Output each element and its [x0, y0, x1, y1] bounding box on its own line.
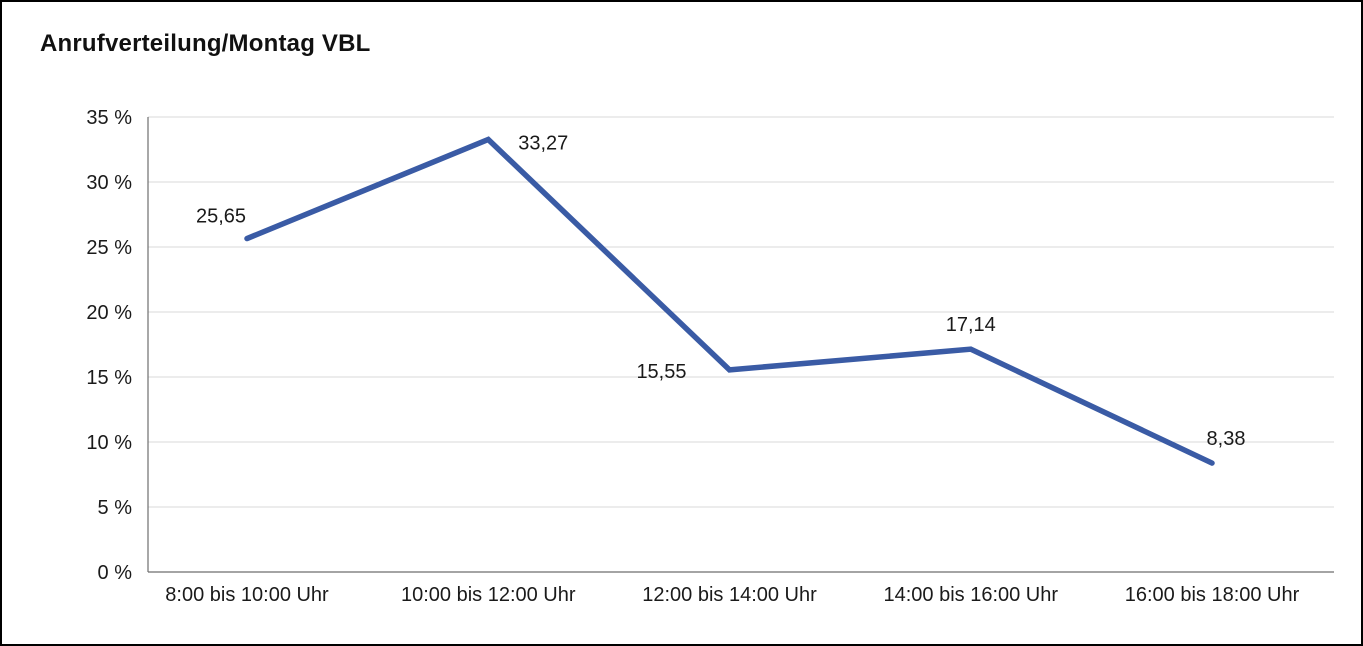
y-tick-label: 30 %: [86, 172, 132, 194]
x-category-label: 14:00 bis 16:00 Uhr: [883, 584, 1058, 606]
x-category-label: 16:00 bis 18:00 Uhr: [1125, 584, 1300, 606]
data-point-label: 25,65: [196, 206, 246, 228]
y-tick-label: 10 %: [86, 432, 132, 454]
data-point-label: 17,14: [946, 314, 996, 336]
data-point-label: 15,55: [636, 361, 686, 383]
y-tick-label: 20 %: [86, 302, 132, 324]
y-tick-label: 5 %: [98, 497, 133, 519]
data-line: [244, 136, 1215, 466]
data-point-label: 33,27: [518, 132, 568, 154]
x-category-label: 12:00 bis 14:00 Uhr: [642, 584, 817, 606]
data-point-label: 8,38: [1207, 428, 1246, 450]
y-tick-label: 35 %: [86, 107, 132, 129]
y-tick-label: 0 %: [98, 562, 133, 584]
chart-title: Anrufverteilung/Montag VBL: [40, 30, 371, 57]
x-category-label: 8:00 bis 10:00 Uhr: [165, 584, 329, 606]
x-category-label: 10:00 bis 12:00 Uhr: [401, 584, 576, 606]
y-tick-label: 25 %: [86, 237, 132, 259]
y-tick-label: 15 %: [86, 367, 132, 389]
